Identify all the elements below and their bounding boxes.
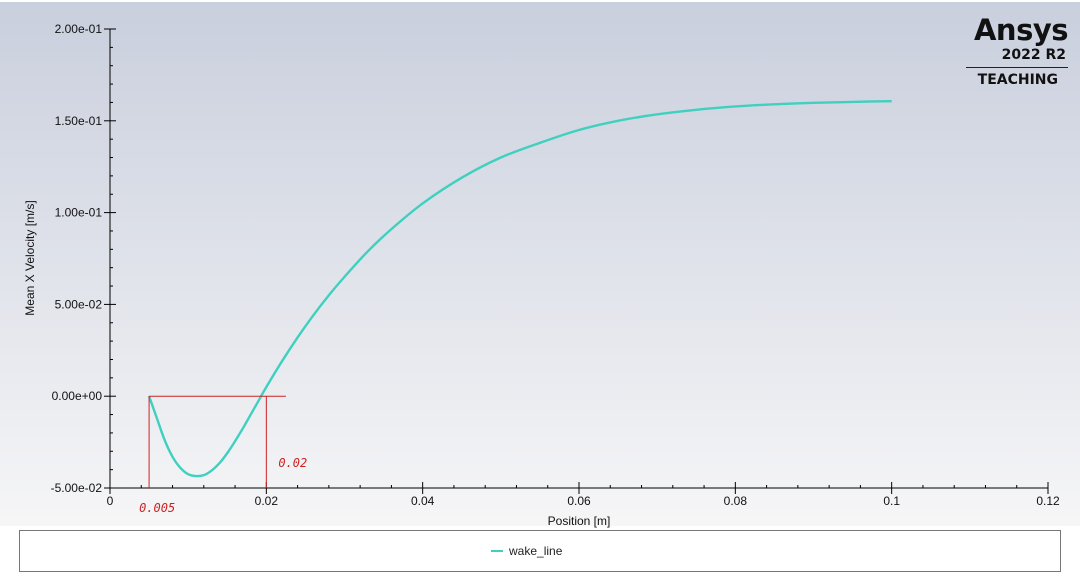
y-tick-label: 2.00e-01 xyxy=(55,22,103,36)
annotation-layer: 0.005 0.02 xyxy=(139,395,307,515)
annotation-label-start: 0.005 xyxy=(139,501,175,515)
y-tick-label: 0.00e+00 xyxy=(52,389,103,403)
top-strip xyxy=(0,0,720,2)
y-tick-label: 1.00e-01 xyxy=(55,206,103,220)
x-tick-label: 0.1 xyxy=(883,494,900,508)
x-axis-label: Position [m] xyxy=(548,514,611,528)
x-tick-label: 0.08 xyxy=(724,494,748,508)
y-tick-label: 5.00e-02 xyxy=(55,297,103,311)
x-tick-label: 0.04 xyxy=(411,494,435,508)
y-axis-label: Mean X Velocity [m/s] xyxy=(23,200,37,315)
x-tick-label: 0 xyxy=(107,494,114,508)
y-tick-label: 1.50e-01 xyxy=(55,114,103,128)
logo-edition: TEACHING xyxy=(977,72,1058,88)
logo-divider xyxy=(966,67,1068,68)
series-line-wake-line xyxy=(147,99,892,478)
legend-item-wake-line[interactable]: wake_line xyxy=(491,544,562,558)
annotation-label-end: 0.02 xyxy=(278,456,307,470)
x-tick-label: 0.12 xyxy=(1036,494,1060,508)
series-layer xyxy=(147,99,892,478)
legend: wake_line xyxy=(19,530,1061,572)
legend-label: wake_line xyxy=(509,544,563,558)
plot-background xyxy=(0,2,1080,526)
x-tick-label: 0.02 xyxy=(255,494,279,508)
x-tick-label: 0.06 xyxy=(567,494,591,508)
logo-version: 2022 R2 xyxy=(1001,47,1066,63)
ansys-logo: Ansys 2022 R2 TEACHING xyxy=(958,13,1069,88)
logo-brand: Ansys xyxy=(973,13,1069,47)
legend-swatch xyxy=(491,550,503,552)
axes: 0 0.02 0.04 0.06 0.08 0.1 0.12 -5.00e-02 0.00e+0… xyxy=(51,22,1060,508)
y-tick-label: -5.00e-02 xyxy=(51,481,103,495)
